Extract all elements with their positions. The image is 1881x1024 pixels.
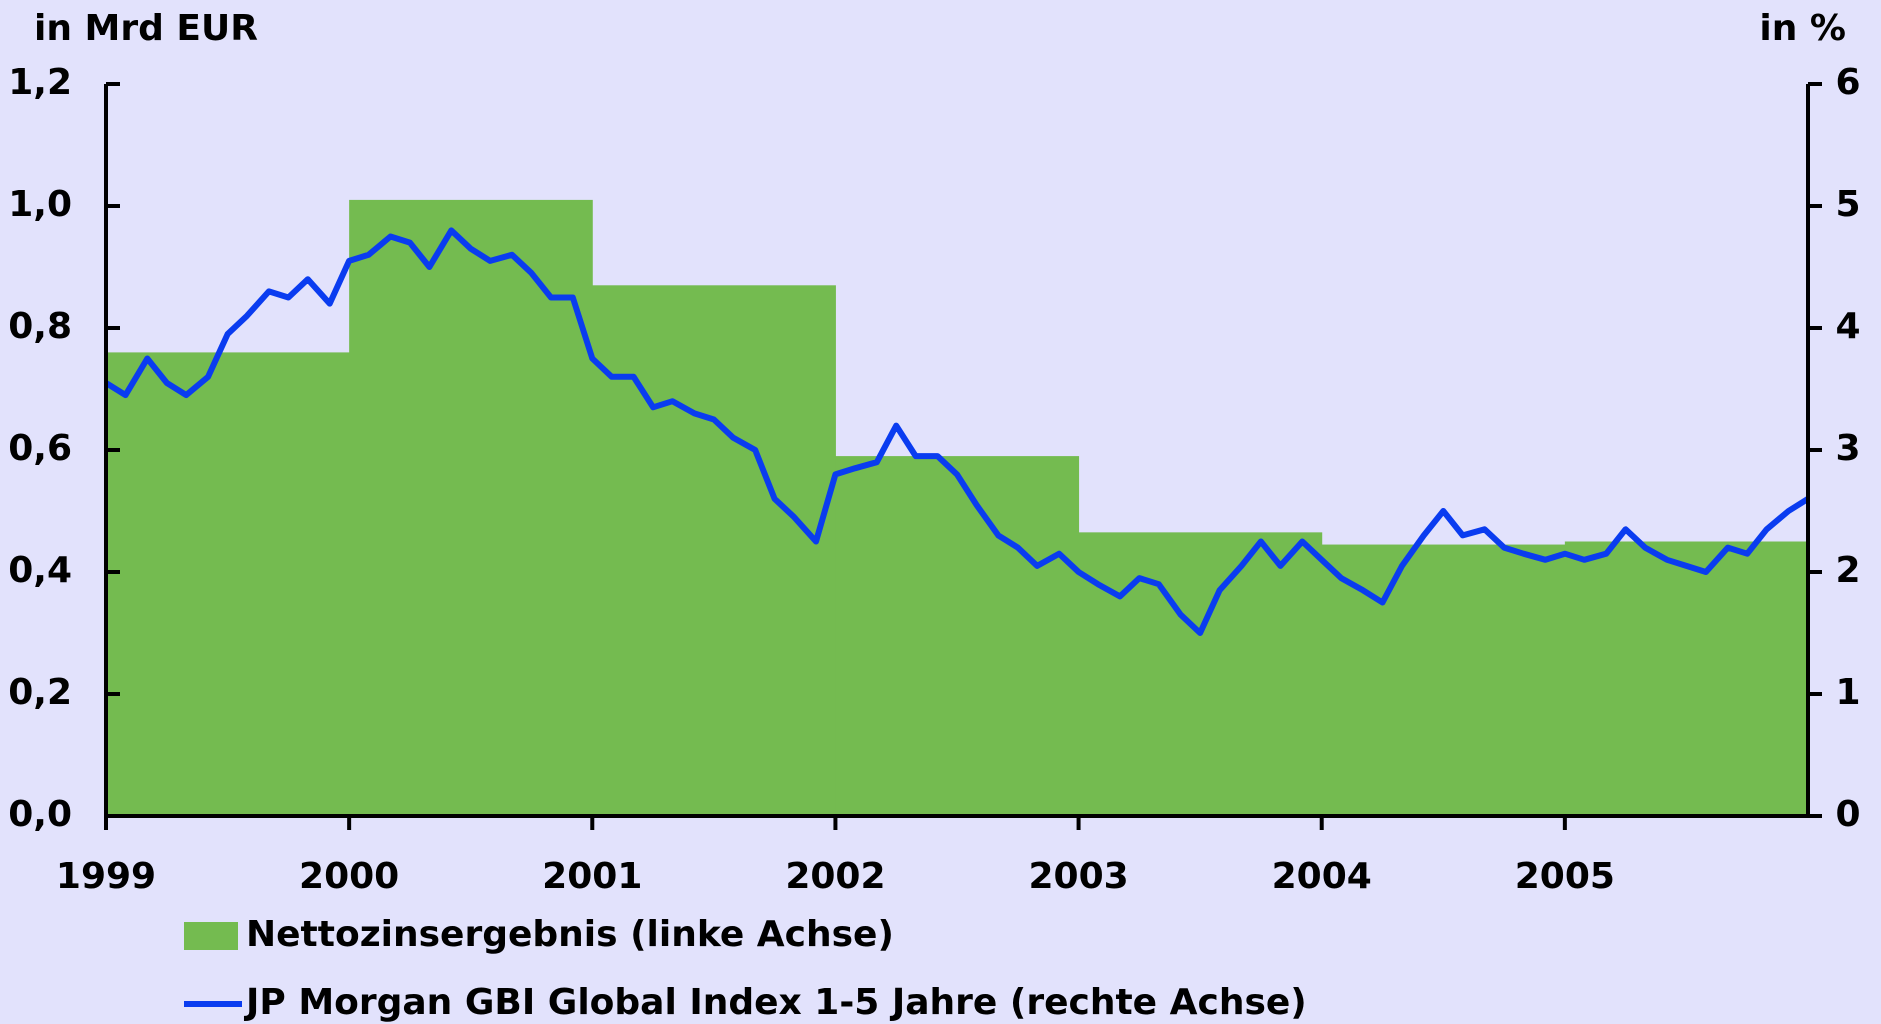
- bar: [106, 352, 350, 816]
- y2-axis-label: in %: [1759, 8, 1846, 49]
- y-tick-label: 0,2: [8, 672, 72, 713]
- x-tick-label: 2002: [785, 856, 885, 897]
- legend-swatch: [184, 922, 238, 950]
- bar: [592, 285, 836, 816]
- y-tick-label: 1,0: [8, 184, 72, 225]
- y2-tick-label: 5: [1835, 184, 1860, 225]
- x-tick-label: 1999: [56, 856, 156, 897]
- y2-tick-label: 0: [1835, 794, 1860, 835]
- y-tick-label: 1,2: [8, 62, 72, 103]
- y-tick-label: 0,6: [8, 428, 72, 469]
- x-tick-label: 2005: [1515, 856, 1615, 897]
- y2-tick-label: 3: [1835, 428, 1860, 469]
- bar: [835, 456, 1080, 816]
- y-axis-label: in Mrd EUR: [34, 8, 258, 49]
- bar: [1564, 541, 1809, 816]
- y2-tick-label: 4: [1835, 306, 1860, 347]
- y-tick-label: 0,4: [8, 550, 72, 591]
- y2-tick-label: 2: [1835, 550, 1860, 591]
- bar: [349, 199, 593, 816]
- x-tick-label: 2004: [1272, 856, 1372, 897]
- y-tick-label: 0,0: [8, 794, 72, 835]
- x-tick-label: 2001: [542, 856, 642, 897]
- y2-tick-label: 6: [1835, 62, 1860, 103]
- x-tick-label: 2000: [299, 856, 399, 897]
- bar: [1078, 532, 1323, 816]
- x-tick-label: 2003: [1028, 856, 1128, 897]
- y-tick-label: 0,8: [8, 306, 72, 347]
- line: [104, 227, 1810, 636]
- legend-label: Nettozinsergebnis (linke Achse): [246, 914, 894, 955]
- legend-label: JP Morgan GBI Global Index 1-5 Jahre (re…: [243, 982, 1307, 1023]
- y2-tick-label: 1: [1835, 672, 1860, 713]
